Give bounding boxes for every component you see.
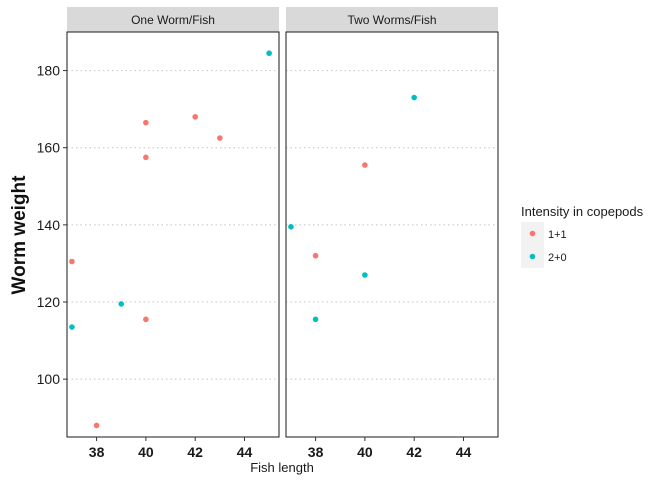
data-point (362, 272, 368, 278)
x-tick-label: 38 (308, 444, 324, 460)
y-tick-label: 160 (37, 140, 61, 156)
data-point (118, 301, 125, 307)
data-point (312, 316, 319, 323)
panel-border (66, 31, 280, 438)
x-tick-label: 42 (187, 444, 203, 460)
data-point (93, 422, 100, 429)
facet-strip (286, 7, 498, 32)
x-tick-label: 42 (406, 444, 422, 460)
legend-label: 2+0 (548, 252, 567, 264)
legend-point (529, 253, 536, 260)
facet-strip (67, 7, 279, 32)
x-tick-label: 40 (357, 444, 373, 460)
data-point (411, 94, 417, 101)
data-point (266, 50, 272, 57)
y-tick-label: 140 (37, 217, 61, 233)
data-point (143, 119, 149, 126)
x-tick-label: 40 (138, 444, 154, 460)
data-point (312, 252, 319, 259)
y-axis-title: Worm weight (9, 175, 30, 295)
data-point (143, 316, 149, 323)
legend-point (529, 230, 536, 237)
y-tick-label: 180 (37, 63, 61, 79)
x-tick-label: 44 (237, 444, 253, 460)
data-point (69, 324, 75, 330)
legend-label: 1+1 (548, 229, 567, 241)
y-tick-label: 100 (37, 371, 61, 387)
panel-background (286, 32, 498, 437)
panel-border (285, 31, 499, 438)
data-point (217, 135, 223, 141)
x-tick-label: 44 (456, 444, 472, 460)
data-point (362, 162, 368, 168)
y-tick-label: 120 (37, 294, 61, 310)
data-point (192, 114, 198, 120)
facet-strip-label: One Worm/Fish (131, 13, 215, 27)
data-point (288, 223, 294, 230)
x-tick-label: 38 (89, 444, 105, 460)
legend-title: Intensity in copepods (521, 204, 644, 219)
facet-strip-label: Two Worms/Fish (347, 13, 436, 27)
panel-background (67, 32, 279, 437)
data-point (143, 154, 149, 161)
data-point (69, 258, 75, 265)
x-axis-title: Fish length (250, 460, 314, 475)
